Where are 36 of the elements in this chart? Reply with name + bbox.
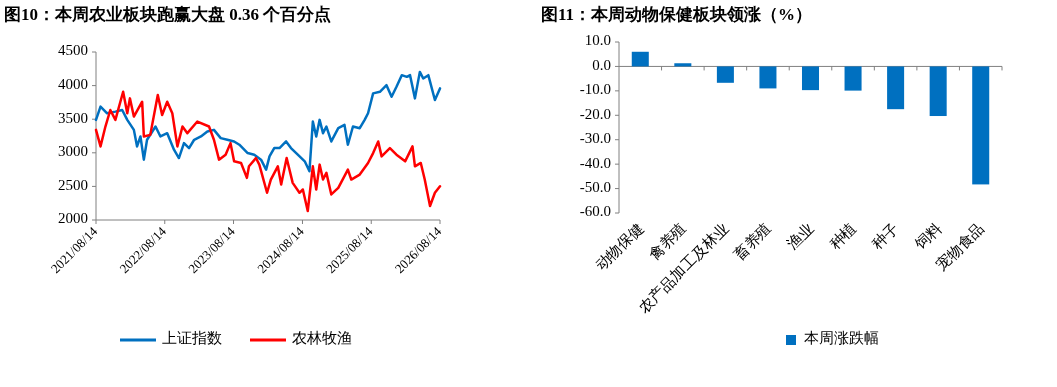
y-tick-label: -10.0 [579, 81, 611, 98]
x-tick-label: 饲料 [911, 219, 945, 254]
x-tick-label: 动物保健 [592, 219, 647, 274]
bar [716, 66, 734, 83]
bar [844, 66, 862, 91]
y-tick-label: 0.0 [592, 56, 611, 73]
x-tick-label: 渔业 [784, 219, 817, 253]
bar [887, 66, 905, 110]
y-tick-label: 4500 [58, 42, 88, 59]
bar [674, 63, 692, 67]
legend-label: 本周涨跌幅 [804, 330, 879, 347]
chart-title: 图10：本周农业板块跑赢大盘 0.36 个百分点 [4, 5, 332, 24]
y-tick-label: -50.0 [579, 179, 611, 196]
legend-label: 农林牧渔 [292, 330, 352, 347]
bar [929, 66, 947, 117]
y-tick-label: -30.0 [579, 130, 611, 147]
x-tick-label: 畜养殖 [730, 219, 775, 263]
x-tick-label: 种子 [869, 219, 902, 253]
y-tick-label: -60.0 [579, 203, 611, 220]
y-tick-label: -20.0 [579, 105, 611, 122]
y-tick-label: -40.0 [579, 154, 611, 171]
legend-label: 上证指数 [162, 330, 222, 347]
chart-title: 图11：本周动物保健板块领涨（%） [541, 5, 813, 24]
bar [801, 66, 820, 91]
x-tick-label: 种植 [826, 219, 860, 253]
y-tick-label: 3500 [58, 109, 88, 126]
bar [631, 51, 649, 67]
y-tick-label: 3000 [58, 143, 88, 160]
bar [759, 66, 777, 89]
bar [972, 66, 990, 185]
y-tick-label: 10.0 [584, 32, 611, 49]
y-tick-label: 4000 [58, 76, 88, 93]
line-series [94, 90, 442, 213]
line-series [94, 70, 442, 173]
y-tick-label: 2500 [58, 176, 88, 193]
y-tick-label: 2000 [58, 210, 88, 227]
